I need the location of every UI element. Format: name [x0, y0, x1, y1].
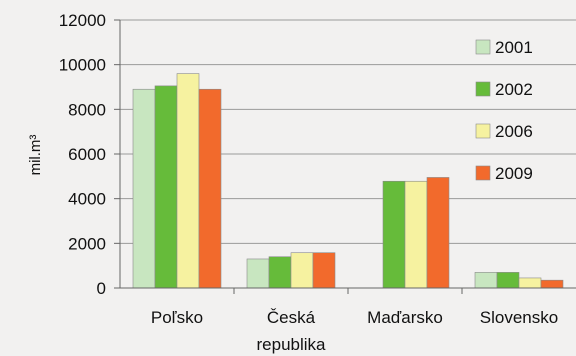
legend: 2001 2002 2006 2009: [475, 38, 533, 183]
x-axis-labels: Poľsko Česká republika Maďarsko Slovensko: [151, 308, 558, 354]
bar-2006: [518, 277, 542, 289]
legend-swatch: [475, 81, 491, 97]
bar-2006: [404, 180, 428, 289]
legend-label: 2001: [495, 38, 533, 57]
y-tick-label: 6000: [68, 145, 106, 164]
y-tick-label: 10000: [59, 56, 106, 75]
bar-2002: [268, 256, 292, 289]
x-category-label: Česká: [267, 308, 316, 327]
bar-2009: [540, 279, 564, 289]
x-category-label: Poľsko: [151, 308, 203, 327]
y-tick-label: 12000: [59, 11, 106, 30]
x-category-label: republika: [257, 335, 327, 354]
bar-2006: [176, 73, 200, 289]
bar-2002: [382, 180, 406, 289]
bar-2009: [198, 88, 222, 289]
bar-2002: [496, 272, 520, 289]
legend-swatch: [475, 123, 491, 139]
x-category-label: Maďarsko: [367, 308, 443, 327]
y-tick-label: 2000: [68, 234, 106, 253]
axes: [119, 20, 576, 294]
bar-2001: [474, 272, 498, 289]
y-tick-label: 8000: [68, 100, 106, 119]
bar-2009: [426, 177, 450, 289]
y-axis-label: mil.m³: [27, 135, 44, 176]
bars: [132, 73, 564, 289]
legend-swatch: [475, 39, 491, 55]
bar-2006: [290, 252, 314, 289]
legend-label: 2002: [495, 80, 533, 99]
y-tick-label: 0: [97, 279, 106, 298]
bar-2001: [246, 258, 270, 289]
x-category-label: Slovensko: [480, 308, 558, 327]
bar-2002: [154, 85, 178, 289]
legend-swatch: [475, 165, 491, 181]
bar-2009: [312, 252, 336, 289]
legend-label: 2009: [495, 164, 533, 183]
legend-label: 2006: [495, 122, 533, 141]
bar-2001: [132, 88, 156, 289]
y-tick-label: 4000: [68, 190, 106, 209]
y-axis-ticks: 0 2000 4000 6000 8000 10000 12000: [59, 11, 120, 298]
